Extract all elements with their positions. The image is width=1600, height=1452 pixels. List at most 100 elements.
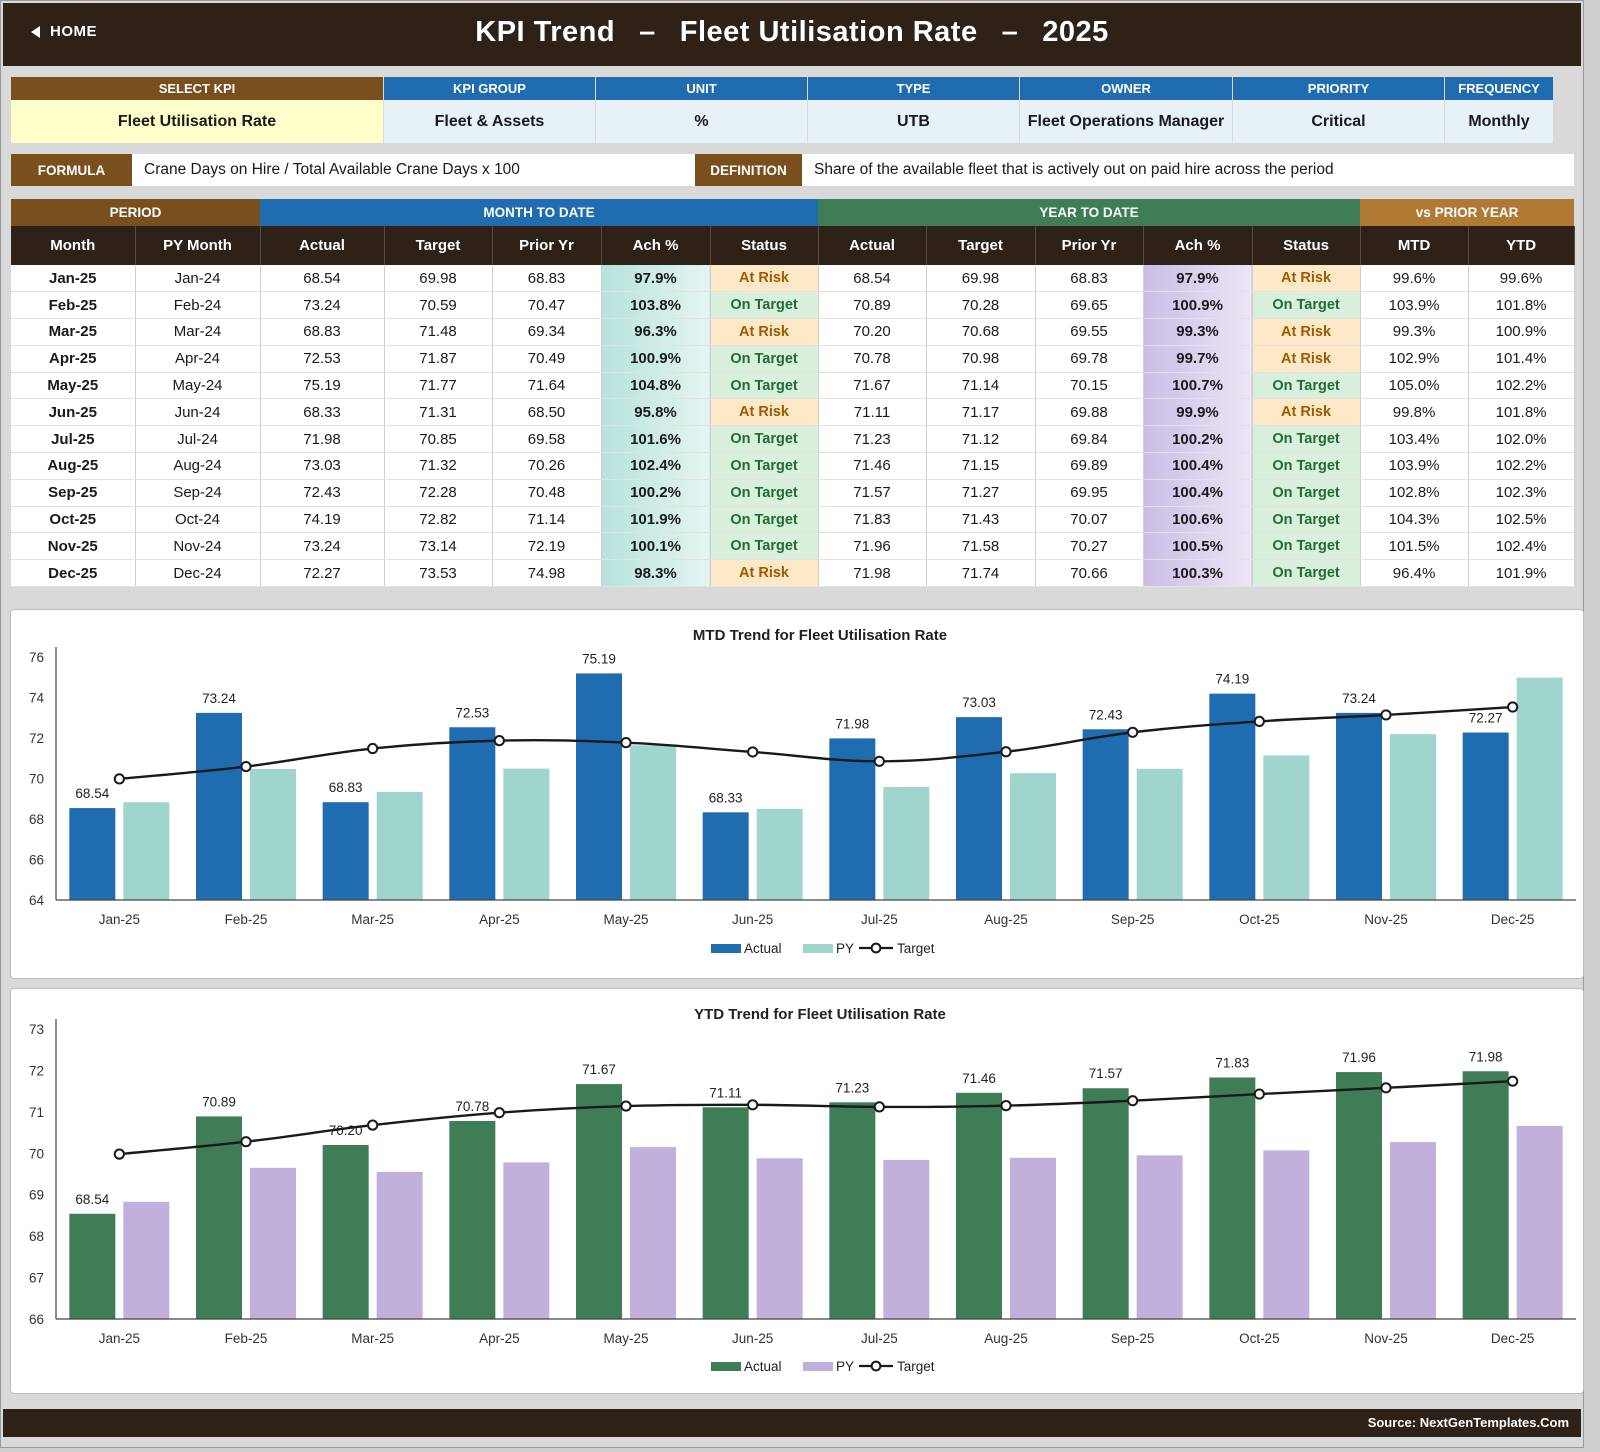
table-cell: 101.5% — [1360, 532, 1469, 561]
select-kpi-dropdown[interactable]: Fleet Utilisation Rate — [11, 100, 384, 143]
table-cell: 101.8% — [1468, 291, 1575, 320]
table-cell: Dec-24 — [135, 559, 261, 588]
table-cell: 101.9% — [1468, 559, 1575, 588]
py-bar — [376, 791, 423, 900]
x-tick-label: Jun-25 — [732, 1331, 773, 1346]
actual-bar — [1082, 729, 1129, 900]
legend-actual-swatch — [711, 1362, 741, 1371]
x-tick-label: Nov-25 — [1364, 912, 1408, 927]
y-tick-label: 72 — [29, 731, 44, 746]
legend-label: Target — [897, 1359, 935, 1374]
table-cell: 70.47 — [492, 291, 602, 320]
table-cell: 102.0% — [1468, 425, 1575, 454]
group-year-to-date: YEAR TO DATE — [818, 199, 1361, 226]
table-cell: 100.3% — [1143, 559, 1253, 588]
legend-actual-swatch — [711, 944, 741, 953]
x-tick-label: Jul-25 — [861, 912, 898, 927]
group-vs-prior-year: vs PRIOR YEAR — [1360, 199, 1575, 226]
table-cell: 71.58 — [926, 532, 1036, 561]
y-tick-label: 66 — [29, 853, 44, 868]
data-label: 71.83 — [1215, 1055, 1249, 1070]
frequency-label: FREQUENCY — [1445, 77, 1554, 100]
py-bar — [123, 1201, 170, 1319]
table-cell: 69.98 — [926, 265, 1036, 293]
table-cell: 69.95 — [1035, 479, 1144, 507]
y-tick-label: 66 — [29, 1312, 44, 1327]
chart-title: MTD Trend for Fleet Utilisation Rate — [693, 627, 947, 644]
table-cell: 70.26 — [492, 452, 602, 480]
table-cell: 71.67 — [818, 372, 927, 400]
table-cell: Jun-24 — [135, 398, 261, 427]
x-tick-label: Jul-25 — [861, 1331, 898, 1346]
owner-value: Fleet Operations Manager — [1020, 100, 1233, 143]
data-label: 71.46 — [962, 1071, 996, 1086]
actual-bar — [69, 1213, 116, 1319]
table-cell: 70.68 — [926, 318, 1036, 346]
data-label: 73.24 — [202, 691, 236, 706]
frequency-cell: FREQUENCY Monthly — [1445, 77, 1554, 143]
target-marker — [873, 755, 885, 767]
table-cell: 68.83 — [1035, 265, 1144, 293]
table-cell: 100.9% — [1143, 291, 1253, 320]
py-bar — [1390, 1142, 1436, 1319]
table-cell: 71.77 — [384, 372, 493, 400]
table-cell: 72.43 — [260, 479, 385, 507]
table-row: Apr-25 Apr-24 72.53 71.87 70.49 100.9% On Targ… — [11, 345, 1575, 373]
table-cell: May-24 — [135, 372, 261, 400]
x-tick-label: Mar-25 — [351, 912, 394, 927]
table-column-header: Month PY Month Actual Target Prior Yr Ach % St… — [11, 226, 1575, 265]
formula-label: FORMULA — [11, 154, 132, 186]
table-cell: 99.9% — [1143, 398, 1253, 427]
x-tick-label: Apr-25 — [479, 912, 520, 927]
table-cell: 70.20 — [818, 318, 927, 346]
definition-text: Share of the available fleet that is act… — [802, 154, 1574, 186]
table-row: Mar-25 Mar-24 68.83 71.48 69.34 96.3% At Risk 7… — [11, 318, 1575, 346]
formula-row: FORMULA Crane Days on Hire / Total Avail… — [11, 154, 1574, 186]
column-header: Target — [384, 226, 493, 265]
table-cell: 100.2% — [1143, 425, 1253, 454]
table-cell: 74.19 — [260, 506, 385, 534]
table-cell: 68.33 — [260, 398, 385, 427]
owner-cell: OWNER Fleet Operations Manager — [1020, 77, 1233, 143]
table-cell: 100.6% — [1143, 506, 1253, 534]
target-marker — [747, 746, 759, 758]
actual-bar — [956, 717, 1002, 900]
table-cell: On Target — [710, 479, 819, 507]
group-month-to-date: MONTH TO DATE — [260, 199, 819, 226]
unit-value: % — [596, 100, 808, 143]
y-tick-label: 70 — [29, 1146, 44, 1161]
table-cell: 101.8% — [1468, 398, 1575, 427]
data-label: 75.19 — [582, 651, 616, 666]
table-cell: Sep-25 — [11, 479, 136, 507]
target-marker — [620, 737, 632, 749]
column-header: MTD — [1360, 226, 1469, 265]
target-marker — [493, 735, 505, 747]
legend-label: PY — [836, 941, 854, 956]
py-bar — [756, 1158, 803, 1319]
table-cell: 70.48 — [492, 479, 602, 507]
table-cell: 101.4% — [1468, 345, 1575, 373]
py-bar — [883, 1159, 930, 1319]
table-row: Oct-25 Oct-24 74.19 72.82 71.14 101.9% On Targ… — [11, 506, 1575, 534]
py-bar — [1516, 677, 1563, 900]
table-cell: 71.64 — [492, 372, 602, 400]
type-cell: TYPE UTB — [808, 77, 1020, 143]
actual-bar — [829, 738, 876, 900]
priority-value: Critical — [1233, 100, 1445, 143]
type-label: TYPE — [808, 77, 1020, 100]
table-cell: Dec-25 — [11, 559, 136, 588]
unit-cell: UNIT % — [596, 77, 808, 143]
py-bar — [1263, 755, 1310, 900]
table-cell: On Target — [1252, 291, 1361, 320]
py-bar — [376, 1171, 423, 1319]
x-tick-label: Feb-25 — [225, 1331, 268, 1346]
data-label: 70.78 — [455, 1099, 489, 1114]
table-cell: 102.2% — [1468, 372, 1575, 400]
table-cell: 99.3% — [1143, 318, 1253, 346]
target-marker — [240, 1136, 252, 1148]
home-button[interactable]: HOME — [31, 23, 97, 40]
actual-bar — [576, 1084, 622, 1319]
priority-cell: PRIORITY Critical — [1233, 77, 1445, 143]
table-cell: Aug-24 — [135, 452, 261, 480]
table-cell: Apr-24 — [135, 345, 261, 373]
